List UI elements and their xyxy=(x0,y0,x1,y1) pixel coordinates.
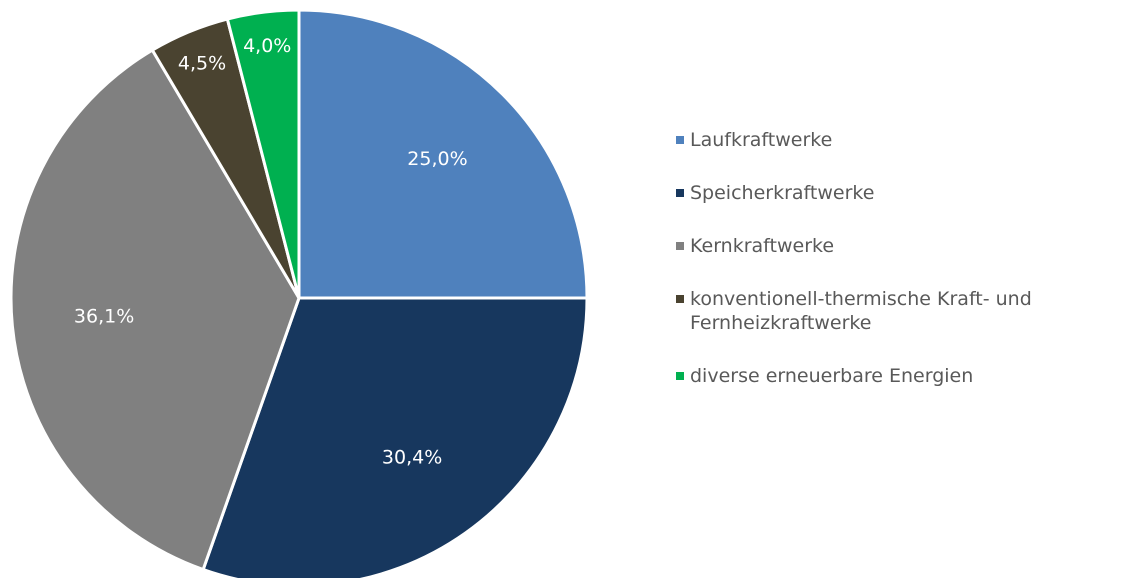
value-label: 4,0% xyxy=(243,35,291,57)
value-label: 30,4% xyxy=(382,446,442,468)
legend-swatch xyxy=(676,189,684,197)
legend-label: Kernkraftwerke xyxy=(690,235,835,257)
legend: Laufkraftwerke Speicherkraftwerke Kernkraf… xyxy=(676,128,1126,417)
legend-item: Kernkraftwerke xyxy=(676,234,1126,258)
chart: 25,0% 30,4% 36,1% 4,5% 4,0% xyxy=(9,8,589,578)
legend-label: Laufkraftwerke xyxy=(690,129,833,151)
legend-label: Speicherkraftwerke xyxy=(690,182,875,204)
pie-slice xyxy=(201,296,589,578)
legend-label: konventionell-thermische Kraft- und Fern… xyxy=(690,288,1032,334)
pie-slice xyxy=(225,8,301,300)
legend-item: Laufkraftwerke xyxy=(676,128,1126,152)
pie-slice xyxy=(9,48,301,572)
legend-item: konventionell-thermische Kraft- und Fern… xyxy=(676,287,1126,335)
legend-swatch xyxy=(676,372,684,380)
pie-slice xyxy=(297,8,589,300)
value-label: 36,1% xyxy=(74,306,134,328)
legend-swatch xyxy=(676,295,684,303)
legend-swatch xyxy=(676,136,684,144)
value-label: 4,5% xyxy=(178,52,226,74)
legend-item: Speicherkraftwerke xyxy=(676,181,1126,205)
legend-label: diverse erneuerbare Energien xyxy=(690,365,974,387)
value-label: 25,0% xyxy=(407,148,467,170)
legend-swatch xyxy=(676,242,684,250)
legend-item: diverse erneuerbare Energien xyxy=(676,364,1126,388)
